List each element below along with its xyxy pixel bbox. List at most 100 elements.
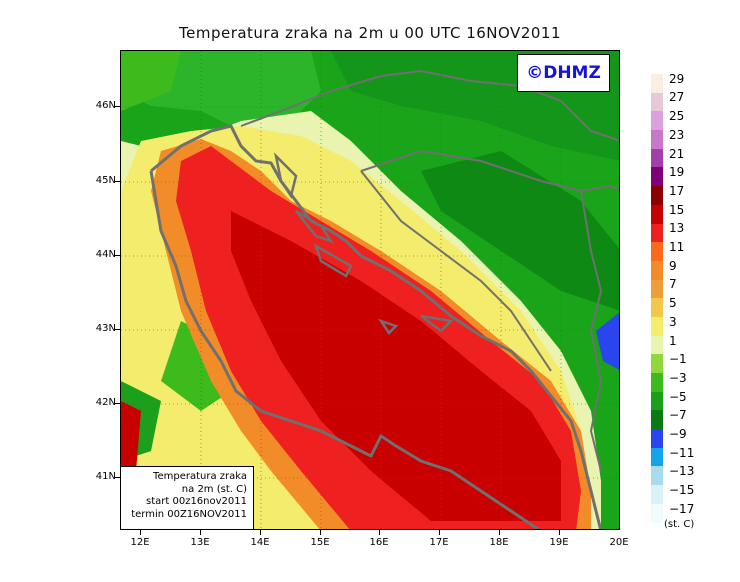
colorbar-label: 5 <box>669 296 677 311</box>
colorbar-swatch <box>651 316 663 336</box>
colorbar-label: 21 <box>669 146 685 161</box>
lat-tick <box>115 329 120 330</box>
colorbar-label: −17 <box>669 501 695 516</box>
colorbar-swatch <box>651 485 663 504</box>
colorbar-label: 7 <box>669 277 677 292</box>
colorbar-label: 15 <box>669 202 685 217</box>
colorbar-label: −3 <box>669 370 687 385</box>
lon-label: 18E <box>489 537 509 548</box>
lat-tick <box>115 477 120 478</box>
colorbar-label: 23 <box>669 127 685 142</box>
colorbar-swatch <box>651 391 663 411</box>
sava-border <box>360 149 619 193</box>
colorbar-swatch <box>651 335 663 355</box>
lon-label: 12E <box>130 537 150 548</box>
colorbar-label: 9 <box>669 258 677 273</box>
lon-label: 13E <box>190 537 210 548</box>
info-line-1: Temperatura zraka <box>153 471 247 482</box>
colorbar-label: −1 <box>669 352 687 367</box>
lat-tick <box>115 181 120 182</box>
colorbar-swatch <box>651 204 663 224</box>
lon-tick <box>260 530 261 535</box>
colorbar-swatch <box>651 447 663 467</box>
inland-border <box>360 170 552 372</box>
island-outline <box>377 318 399 335</box>
eastern-border <box>580 190 603 472</box>
latitude-axis: 46N 45N 44N 43N 42N 41N <box>60 0 116 582</box>
map-canvas <box>121 51 619 529</box>
colorbar-swatch <box>651 410 663 430</box>
west-coastline <box>149 170 541 529</box>
dhmz-logo: ©DHMZ <box>517 54 610 92</box>
colorbar-label: 13 <box>669 221 685 236</box>
colorbar-label: 29 <box>669 71 685 86</box>
colorbar-swatch <box>651 429 663 448</box>
colorbar-label: −9 <box>669 427 687 442</box>
colorbar-swatch <box>651 354 663 373</box>
colorbar-label: 1 <box>669 333 677 348</box>
lat-label: 43N <box>95 323 116 334</box>
colorbar-swatch <box>651 223 663 243</box>
lon-tick <box>379 530 380 535</box>
colorbar-label: −5 <box>669 389 687 404</box>
lon-label: 19E <box>549 537 569 548</box>
istria-outline <box>273 152 298 200</box>
dinaric-region <box>421 151 619 311</box>
colorbar-label: −13 <box>669 464 695 479</box>
colorbar-swatch <box>651 148 663 168</box>
colorbar-swatch <box>651 186 663 205</box>
info-line-2: na 2m (st. C) <box>181 483 247 495</box>
colorbar-swatch <box>651 111 663 131</box>
lon-label: 20E <box>609 537 629 548</box>
island-outline <box>313 243 353 278</box>
colorbar-swatch <box>651 279 663 299</box>
adriatic-core <box>231 211 561 521</box>
lat-tick <box>115 106 120 107</box>
lon-tick <box>439 530 440 535</box>
colorbar-swatch <box>651 167 663 187</box>
colorbar-unit: (st. C) <box>664 519 695 530</box>
northwest-plain <box>121 51 181 111</box>
island-outline <box>295 209 335 244</box>
lon-tick <box>499 530 500 535</box>
lat-label: 41N <box>95 471 116 482</box>
lat-label: 42N <box>95 397 116 408</box>
lon-label: 14E <box>250 537 270 548</box>
colorbar-swatch <box>651 298 663 317</box>
info-line-3: start 00z16nov2011 <box>146 496 247 507</box>
lat-tick <box>115 403 120 404</box>
colorbar-label: −15 <box>669 483 695 498</box>
colorbar-swatch <box>651 130 663 149</box>
lon-tick <box>140 530 141 535</box>
colorbar-label: 25 <box>669 109 685 124</box>
colorbar-swatch <box>651 260 663 280</box>
colorbar-swatch <box>651 242 663 261</box>
lon-label: 17E <box>429 537 449 548</box>
lon-tick <box>559 530 560 535</box>
colorbar-label: −11 <box>669 445 695 460</box>
colorbar-label: 19 <box>669 165 685 180</box>
colorbar-label: 11 <box>669 240 685 255</box>
lon-label: 15E <box>310 537 330 548</box>
temperature-colorbar <box>651 74 663 523</box>
colorbar-label: 17 <box>669 183 685 198</box>
colorbar-swatch <box>651 466 663 486</box>
colorbar-label: 27 <box>669 90 685 105</box>
longitude-axis: 12E 13E 14E 15E 16E 17E 18E 19E 20E <box>0 537 740 553</box>
lon-tick <box>200 530 201 535</box>
northern-border <box>240 69 619 142</box>
lat-label: 44N <box>95 249 116 260</box>
colorbar-swatch <box>651 74 663 93</box>
lat-label: 46N <box>95 100 116 111</box>
lat-tick <box>115 255 120 256</box>
info-line-4: termin 00Z16NOV2011 <box>131 508 247 520</box>
colorbar-label: −7 <box>669 408 687 423</box>
lon-label: 16E <box>369 537 389 548</box>
graticule <box>121 51 619 529</box>
cold-spot <box>596 312 619 370</box>
info-box: Temperatura zraka na 2m (st. C) start 00… <box>120 466 254 530</box>
colorbar-swatch <box>651 92 663 112</box>
colorbar-swatch <box>651 373 663 392</box>
lat-label: 45N <box>95 175 116 186</box>
colorbar-swatch <box>651 503 663 523</box>
